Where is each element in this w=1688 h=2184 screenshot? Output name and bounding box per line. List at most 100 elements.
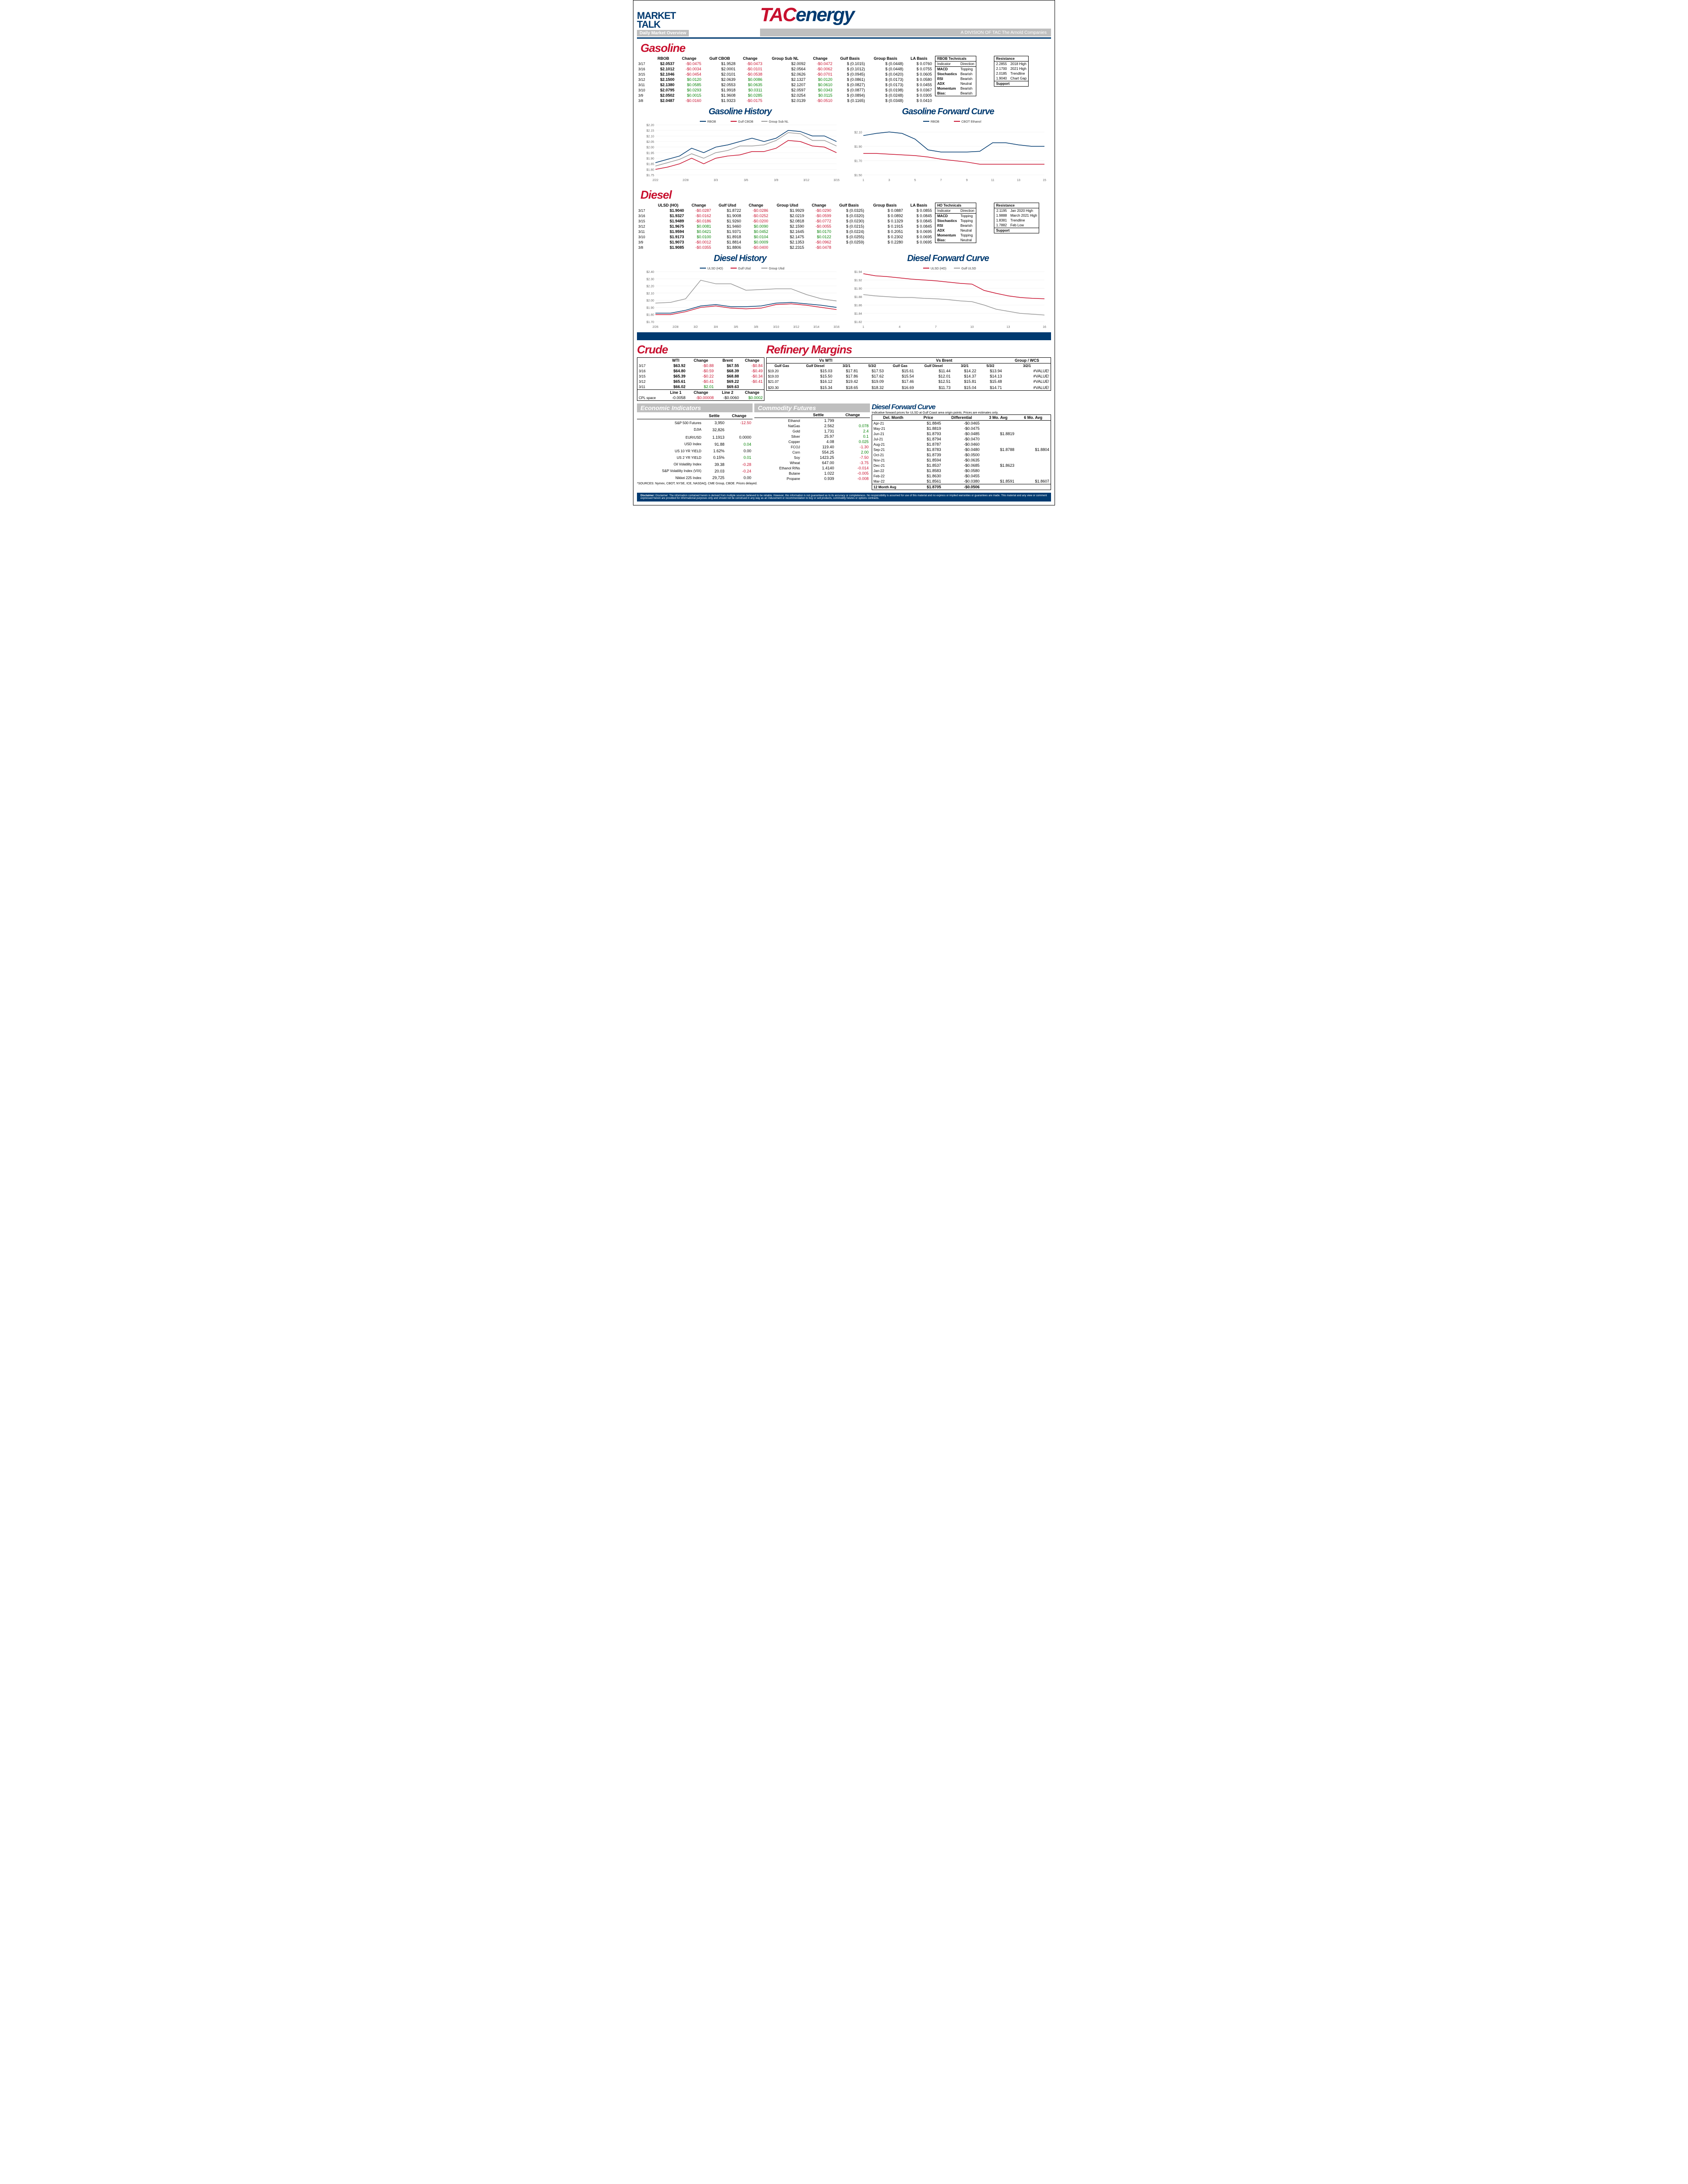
svg-text:7: 7: [940, 179, 942, 182]
svg-text:RBOB: RBOB: [931, 120, 939, 124]
gasoline-section: RBOBChangeGulf CBOBChangeGroup Sub NLCha…: [637, 56, 1051, 103]
svg-text:$1.95: $1.95: [646, 152, 654, 155]
diesel-technicals: HO TechnicalsIndicatorDirectionMACDToppi…: [935, 203, 976, 243]
svg-text:$1.86: $1.86: [854, 304, 862, 307]
svg-text:3/12: 3/12: [804, 179, 810, 182]
svg-text:4: 4: [899, 326, 900, 329]
svg-text:3/14: 3/14: [813, 326, 819, 329]
header: MARKET TALK Daily Market Overview TACene…: [637, 2, 1051, 36]
svg-text:2/22: 2/22: [652, 179, 658, 182]
tac-logo: TACenergy: [760, 4, 854, 26]
gasoline-forward-chart: Gasoline Forward Curve $1.50$1.70$1.90$2…: [845, 105, 1051, 185]
svg-text:$1.90: $1.90: [854, 287, 862, 291]
svg-text:Gulf ULSD: Gulf ULSD: [961, 267, 976, 270]
svg-text:ULSD (HO): ULSD (HO): [931, 267, 946, 270]
svg-text:2/26: 2/26: [652, 326, 658, 329]
svg-text:11: 11: [991, 179, 994, 182]
svg-text:13: 13: [1017, 179, 1020, 182]
svg-text:RBOB: RBOB: [707, 120, 716, 124]
svg-text:3/2: 3/2: [694, 326, 698, 329]
svg-text:$1.90: $1.90: [646, 306, 654, 309]
svg-text:3/8: 3/8: [754, 326, 758, 329]
diesel-section: ULSD (HO)ChangeGulf UlsdChangeGroup Ulsd…: [637, 203, 1051, 250]
logo-subtitle: Daily Market Overview: [637, 30, 689, 36]
margins-table: Vs WTIVs BrentGroup / WCSGulf GasGulf Di…: [766, 357, 1051, 391]
gasoline-history-chart: Gasoline History $1.75$1.80$1.85$1.90$1.…: [637, 105, 843, 185]
diesel-history-svg: $1.70$1.80$1.90$2.00$2.10$2.20$2.30$2.40…: [639, 264, 841, 330]
svg-text:$1.70: $1.70: [646, 321, 654, 324]
svg-text:$2.20: $2.20: [646, 285, 654, 288]
svg-text:$1.75: $1.75: [646, 174, 654, 177]
header-rule: [637, 37, 1051, 39]
diesel-history-chart: Diesel History $1.70$1.80$1.90$2.00$2.10…: [637, 252, 843, 332]
page: MARKET TALK Daily Market Overview TACene…: [633, 0, 1055, 505]
svg-text:Group Ulsd: Group Ulsd: [769, 267, 785, 270]
sources: *SOURCES: Nymex, CBOT, NYSE, ICE, NASDAQ…: [637, 482, 870, 485]
svg-text:13: 13: [1007, 326, 1010, 329]
econ-header: Economic Indicators: [637, 403, 753, 412]
gasoline-title: Gasoline: [640, 41, 1051, 55]
diesel-table: ULSD (HO)ChangeGulf UlsdChangeGroup Ulsd…: [637, 203, 933, 250]
svg-text:3: 3: [888, 179, 890, 182]
blue-strip: [637, 332, 1051, 340]
diesel-forward-chart: Diesel Forward Curve $1.82$1.84$1.86$1.8…: [845, 252, 1051, 332]
svg-text:$1.70: $1.70: [854, 160, 862, 163]
svg-text:$2.10: $2.10: [646, 292, 654, 295]
diesel-forward-svg: $1.82 $1.84 $1.86 $1.88 $1.90 $1.92 $1.94 1 4 7 10…: [847, 264, 1049, 330]
dfc-subtitle: Indicative forward prices for ULSD at Gu…: [872, 411, 1051, 414]
disclaimer: Disclaimer: Disclaimer: The information …: [637, 493, 1051, 501]
gasoline-technicals: RBOB TechnicalsIndicatorDirectionMACDTop…: [935, 56, 976, 96]
svg-text:10: 10: [970, 326, 974, 329]
econ-table: SettleChangeS&P 500 Futures3,950-12.50DJ…: [637, 412, 753, 481]
svg-text:$1.82: $1.82: [854, 321, 862, 324]
svg-text:$2.05: $2.05: [646, 141, 654, 144]
svg-text:3/16: 3/16: [833, 326, 840, 329]
svg-text:$1.90: $1.90: [646, 157, 654, 160]
dfc-title: Diesel Forward Curve: [872, 403, 1051, 411]
svg-text:$1.88: $1.88: [854, 296, 862, 299]
svg-text:$1.80: $1.80: [646, 314, 654, 317]
futures-table: SettleChangeEthanol1.799NatGas2.5620.078…: [754, 412, 870, 481]
svg-text:CBOT Ethanol: CBOT Ethanol: [961, 120, 981, 124]
svg-text:$2.10: $2.10: [646, 135, 654, 138]
dfc-table: Del. MonthPriceDifferential3 Mo. Avg6 Mo…: [872, 414, 1051, 490]
gasoline-forward-svg: $1.50$1.70$1.90$2.1013579111315RBOBCBOT …: [847, 117, 1049, 183]
svg-text:Gulf Ulsd: Gulf Ulsd: [738, 267, 751, 270]
market-talk-logo: MARKET TALK Daily Market Overview: [637, 11, 689, 36]
gasoline-history-svg: $1.75$1.80$1.85$1.90$1.95$2.00$2.05$2.10…: [639, 117, 841, 183]
svg-text:3/6: 3/6: [744, 179, 748, 182]
svg-text:$2.30: $2.30: [646, 278, 654, 281]
diesel-resistance: Resistance2.1195Jan 2020 High1.9888March…: [994, 203, 1039, 233]
futures-header: Commodity Futures: [754, 403, 870, 412]
svg-text:15: 15: [1043, 179, 1046, 182]
svg-text:Group Sub NL: Group Sub NL: [769, 120, 789, 124]
svg-text:$2.15: $2.15: [646, 130, 654, 133]
svg-text:2/28: 2/28: [673, 326, 679, 329]
svg-text:$1.92: $1.92: [854, 279, 862, 282]
svg-text:3/3: 3/3: [713, 179, 718, 182]
svg-text:$1.90: $1.90: [854, 145, 862, 149]
svg-text:Gulf CBOB: Gulf CBOB: [738, 120, 753, 124]
svg-text:1: 1: [862, 179, 864, 182]
svg-text:$2.20: $2.20: [646, 124, 654, 127]
gasoline-resistance: Resistance2.28552018 High2.17002021 High…: [994, 56, 1029, 87]
svg-text:$2.00: $2.00: [646, 299, 654, 302]
gasoline-table: RBOBChangeGulf CBOBChangeGroup Sub NLCha…: [637, 56, 933, 103]
svg-text:$1.85: $1.85: [646, 163, 654, 166]
svg-text:$1.94: $1.94: [854, 271, 862, 274]
svg-text:1: 1: [862, 326, 864, 329]
margins-title: Refinery Margins: [766, 343, 1051, 356]
svg-text:$1.50: $1.50: [854, 174, 862, 177]
svg-text:7: 7: [935, 326, 937, 329]
svg-text:3/9: 3/9: [774, 179, 779, 182]
diesel-title: Diesel: [640, 188, 1051, 202]
svg-text:5: 5: [914, 179, 916, 182]
svg-text:2/28: 2/28: [683, 179, 689, 182]
crude-table: WTIChangeBrentChange3/17$63.92-$0.88$67.…: [637, 357, 764, 401]
svg-text:$1.84: $1.84: [854, 313, 862, 316]
svg-text:3/10: 3/10: [773, 326, 779, 329]
logo-line2: TALK: [637, 20, 689, 29]
division-bar: A DIVISION OF TAC The Arnold Companies: [760, 29, 1051, 36]
svg-text:$2.00: $2.00: [646, 146, 654, 149]
svg-text:3/4: 3/4: [713, 326, 718, 329]
